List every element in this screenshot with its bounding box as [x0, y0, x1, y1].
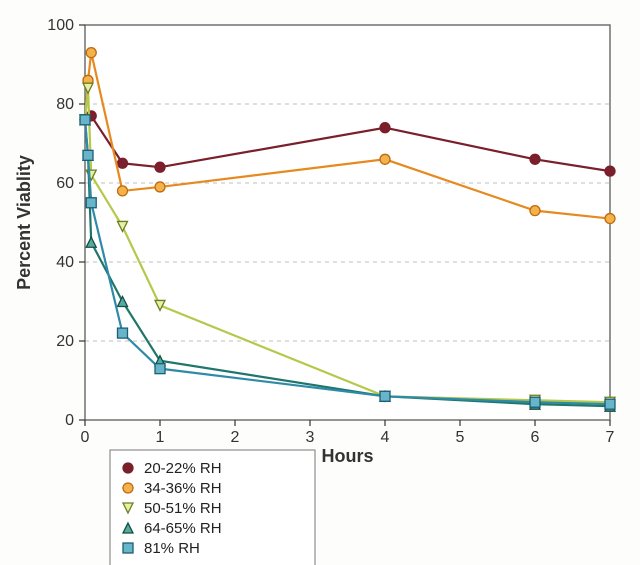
legend-label: 20-22% RH [144, 460, 222, 477]
legend-label: 81% RH [144, 540, 200, 557]
legend: 20-22% RH 34-36% RH 50-51% RH 64-65% RH 81% … [110, 450, 315, 565]
legend-label: 34-36% RH [144, 480, 222, 497]
x-tick-label: 3 [306, 429, 315, 446]
viability-chart-svg: 0 1 2 3 4 5 6 7 0 20 40 60 80 100 Hours Percent Viablit… [0, 0, 640, 565]
x-tick-label: 4 [381, 429, 390, 446]
x-tick-label: 7 [606, 429, 615, 446]
y-tick-label: 60 [56, 175, 74, 192]
x-tick-label: 2 [231, 429, 240, 446]
legend-label: 50-51% RH [144, 500, 222, 517]
y-tick-label: 40 [56, 254, 74, 271]
x-tick-label: 5 [456, 429, 465, 446]
y-tick-label: 80 [56, 96, 74, 113]
y-tick-label: 100 [47, 17, 74, 34]
y-tick-label: 0 [65, 412, 74, 429]
viability-chart-container: 0 1 2 3 4 5 6 7 0 20 40 60 80 100 Hours Percent Viablit… [0, 0, 640, 565]
y-tick-label: 20 [56, 333, 74, 350]
x-tick-label: 1 [156, 429, 165, 446]
legend-label: 64-65% RH [144, 520, 222, 537]
x-tick-label: 6 [531, 429, 540, 446]
x-tick-label: 0 [81, 429, 90, 446]
x-axis-label: Hours [321, 446, 373, 466]
y-axis-label: Percent Viablity [14, 155, 34, 290]
